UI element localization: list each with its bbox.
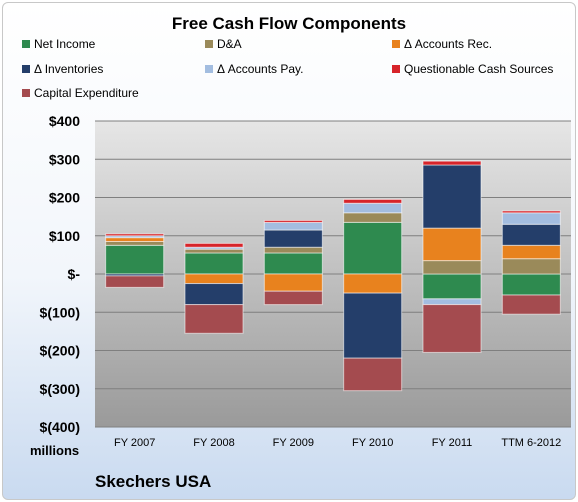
y-tick-label: $(200) xyxy=(40,343,80,359)
y-tick-label: $100 xyxy=(49,228,80,244)
bar-segment xyxy=(422,260,482,275)
bar-segment xyxy=(184,273,244,285)
legend-item: D&A xyxy=(205,37,242,51)
bar-segment xyxy=(343,202,403,214)
bar-segment xyxy=(501,223,561,246)
legend-swatch xyxy=(22,65,30,73)
bar-segment xyxy=(501,273,561,296)
bar-segment xyxy=(343,292,403,359)
x-tick-label: FY 2008 xyxy=(193,437,234,449)
units-label: millions xyxy=(30,443,80,458)
chart-title: Free Cash Flow Components xyxy=(171,14,407,33)
legend-swatch xyxy=(22,40,30,48)
legend-label: D&A xyxy=(217,37,242,51)
bar-segment xyxy=(501,244,561,260)
bar-segment xyxy=(184,248,244,254)
y-tick-label: $300 xyxy=(49,151,80,167)
legend-item: Questionable Cash Sources xyxy=(392,62,553,76)
bar-segment xyxy=(105,237,165,242)
bar-segment xyxy=(263,221,323,231)
bar-segment xyxy=(343,198,403,204)
bar-segment xyxy=(263,290,323,306)
bar-segment xyxy=(263,219,323,223)
bar-segment xyxy=(184,242,244,248)
legend-swatch xyxy=(205,65,213,73)
company-name: Skechers USA xyxy=(95,472,212,491)
bar-segment xyxy=(343,273,403,294)
bar-segment xyxy=(105,233,165,237)
legend-item: Δ Accounts Rec. xyxy=(392,37,492,51)
bar-segment xyxy=(263,229,323,248)
bar-segment xyxy=(422,273,482,300)
x-tick-label: FY 2010 xyxy=(352,437,393,449)
bar-segment xyxy=(105,275,165,288)
y-tick-label: $(400) xyxy=(40,419,80,435)
bar-segment xyxy=(263,252,323,275)
legend-item: Δ Inventories xyxy=(22,62,103,76)
bar-segment xyxy=(343,212,403,223)
y-tick-label: $400 xyxy=(49,113,80,129)
legend-label: Questionable Cash Sources xyxy=(404,62,554,76)
legend-item: Net Income xyxy=(22,37,95,51)
legend-label: Δ Accounts Pay. xyxy=(217,62,304,76)
bar-segment xyxy=(422,164,482,229)
x-tick-label: FY 2007 xyxy=(114,437,155,449)
bar-segment xyxy=(422,298,482,306)
legend-label: Net Income xyxy=(34,37,96,51)
bar-segment xyxy=(501,294,561,315)
legend-item: Capital Expenditure xyxy=(22,86,139,100)
legend-label: Δ Accounts Rec. xyxy=(404,37,493,51)
bar-segment xyxy=(343,357,403,392)
x-tick-label: FY 2011 xyxy=(432,437,473,449)
legend-swatch xyxy=(392,65,400,73)
y-tick-label: $200 xyxy=(49,190,80,206)
legend-label: Capital Expenditure xyxy=(34,86,139,100)
bar-segment xyxy=(263,246,323,254)
bar-segment xyxy=(184,304,244,334)
legend-label: Δ Inventories xyxy=(34,62,104,76)
bar-segment xyxy=(422,160,482,166)
bar-segment xyxy=(422,227,482,262)
bar-segment xyxy=(105,240,165,246)
x-tick-label: FY 2009 xyxy=(273,437,314,449)
y-tick-label: $(100) xyxy=(40,304,80,320)
legend-swatch xyxy=(22,89,30,97)
bar-segment xyxy=(501,212,561,225)
legend-swatch xyxy=(205,40,213,48)
y-tick-label: $(300) xyxy=(40,381,80,397)
bar-segment xyxy=(184,283,244,306)
bar-segment xyxy=(422,304,482,353)
legend-swatch xyxy=(392,40,400,48)
x-tick-label: TTM 6-2012 xyxy=(501,437,561,449)
legend-item: Δ Accounts Pay. xyxy=(205,62,304,76)
y-tick-label: $- xyxy=(68,266,81,282)
bar-segment xyxy=(501,258,561,275)
bar-segment xyxy=(501,210,561,214)
bar-segment xyxy=(105,244,165,275)
bar-segment xyxy=(343,221,403,275)
bar-segment xyxy=(263,273,323,292)
bar-segment xyxy=(184,252,244,275)
